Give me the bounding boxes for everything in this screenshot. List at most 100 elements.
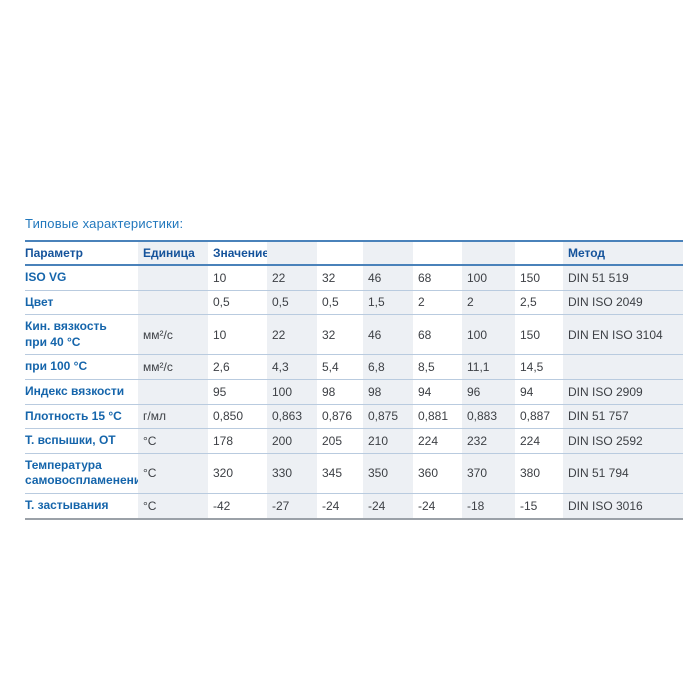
method-cell: DIN 51 757: [563, 404, 683, 429]
unit-cell: [138, 265, 208, 291]
value-cell: 98: [363, 379, 413, 405]
value-cell: 380: [520, 466, 541, 481]
col-header-spacer: [462, 241, 515, 265]
value-cell: 10: [213, 270, 227, 285]
value-cell: 330: [267, 453, 317, 494]
value-cell: -24: [363, 493, 413, 519]
value-cell: 0,863: [267, 404, 317, 429]
value-cell: -42: [213, 498, 231, 513]
col-header-spacer: [515, 241, 563, 265]
page-title: Типовые характеристики:: [25, 216, 184, 231]
value-cell: 320: [213, 466, 234, 481]
method-cell: [563, 354, 683, 380]
value-cell: 22: [267, 265, 317, 291]
method-cell: DIN ISO 2909: [563, 379, 683, 405]
value-cell: 0,887: [520, 409, 551, 424]
method-cell: DIN ISO 3016: [563, 493, 683, 519]
value-cell: 224: [418, 433, 439, 448]
value-cell: 5,4: [322, 360, 339, 375]
row-iso-vg: ISO VG 10 22 32 46 68 100 150 DIN 51 519: [25, 265, 683, 291]
value-cell: 0,875: [363, 404, 413, 429]
value-cell: 178: [213, 433, 234, 448]
value-cell: 32: [322, 327, 336, 342]
param-cell: Плотность 15 °C: [25, 408, 122, 423]
value-cell: 1,5: [363, 290, 413, 315]
row-density-15: Плотность 15 °C г/мл 0,850 0,863 0,876 0…: [25, 404, 683, 429]
datasheet: Типовые характеристики: Параметр Единица…: [25, 216, 683, 520]
param-cell: Цвет: [25, 294, 54, 309]
value-cell: 46: [363, 265, 413, 291]
value-cell: 0,5: [267, 290, 317, 315]
param-cell: при 100 °C: [25, 359, 88, 374]
value-cell: 8,5: [418, 360, 435, 375]
value-cell: 232: [462, 428, 515, 454]
value-cell: 68: [418, 327, 432, 342]
value-cell: 0,883: [462, 404, 515, 429]
value-cell: 0,5: [322, 295, 339, 310]
value-cell: 370: [462, 453, 515, 494]
value-cell: 94: [418, 384, 432, 399]
unit-cell: °C: [138, 453, 208, 494]
value-cell: 95: [213, 384, 227, 399]
value-cell: 2,6: [213, 360, 230, 375]
value-cell: 11,1: [462, 354, 515, 380]
value-cell: 22: [267, 314, 317, 355]
value-cell: 98: [322, 384, 336, 399]
value-cell: 150: [520, 270, 541, 285]
value-cell: 94: [520, 384, 534, 399]
value-cell: 2: [462, 290, 515, 315]
col-header-spacer: [363, 241, 413, 265]
param-cell: ISO VG: [25, 270, 67, 284]
method-cell: DIN 51 794: [563, 453, 683, 494]
unit-cell: г/мл: [138, 404, 208, 429]
value-cell: 4,3: [267, 354, 317, 380]
value-cell: 0,881: [418, 409, 449, 424]
value-cell: 345: [322, 466, 343, 481]
row-color: Цвет 0,5 0,5 0,5 1,5 2 2 2,5 DIN ISO 204…: [25, 290, 683, 315]
col-header-spacer: [413, 241, 462, 265]
value-cell: 46: [363, 314, 413, 355]
method-cell: DIN ISO 2592: [563, 428, 683, 454]
value-cell: 32: [322, 270, 336, 285]
row-pour-point: Т. застывания °C -42 -27 -24 -24 -24 -18…: [25, 493, 683, 519]
value-cell: 6,8: [363, 354, 413, 380]
value-cell: 68: [418, 270, 432, 285]
value-cell: 200: [267, 428, 317, 454]
value-cell: -27: [267, 493, 317, 519]
col-header-method: Метод: [563, 241, 683, 265]
unit-cell: мм²/с: [138, 314, 208, 355]
value-cell: 100: [267, 379, 317, 405]
value-cell: -18: [462, 493, 515, 519]
value-cell: 0,850: [213, 409, 244, 424]
unit-cell: °C: [138, 493, 208, 519]
value-cell: 10: [213, 327, 227, 342]
param-cell: Температура самовоспламенения: [25, 457, 138, 488]
value-cell: -15: [520, 498, 538, 513]
row-viscosity-100: при 100 °C мм²/с 2,6 4,3 5,4 6,8 8,5 11,…: [25, 354, 683, 380]
row-autoignition-temperature: Температура самовоспламенения °C 320 330…: [25, 453, 683, 494]
value-cell: 360: [418, 466, 439, 481]
value-cell: 224: [520, 433, 541, 448]
characteristics-table: Параметр Единица Значение Метод ISO VG 1…: [25, 240, 683, 520]
table-header-row: Параметр Единица Значение Метод: [25, 241, 683, 265]
value-cell: 350: [363, 453, 413, 494]
col-header-parameter: Параметр: [25, 246, 83, 260]
col-header-spacer: [317, 241, 363, 265]
unit-cell: [138, 379, 208, 405]
col-header-spacer: [267, 241, 317, 265]
value-cell: 0,876: [322, 409, 353, 424]
col-header-unit: Единица: [138, 241, 208, 265]
method-cell: DIN 51 519: [563, 265, 683, 291]
method-cell: DIN ISO 2049: [563, 290, 683, 315]
value-cell: 14,5: [520, 360, 544, 375]
value-cell: 96: [462, 379, 515, 405]
unit-cell: °C: [138, 428, 208, 454]
unit-cell: [138, 290, 208, 315]
value-cell: 2: [418, 295, 425, 310]
row-flash-point: Т. вспышки, ОТ °C 178 200 205 210 224 23…: [25, 428, 683, 454]
row-kinematic-viscosity-40: Кин. вязкость при 40 °C мм²/с 10 22 32 4…: [25, 314, 683, 355]
method-cell: DIN EN ISO 3104: [563, 314, 683, 355]
value-cell: 2,5: [520, 295, 537, 310]
value-cell: 0,5: [213, 295, 230, 310]
param-cell: Т. вспышки, ОТ: [25, 433, 116, 448]
